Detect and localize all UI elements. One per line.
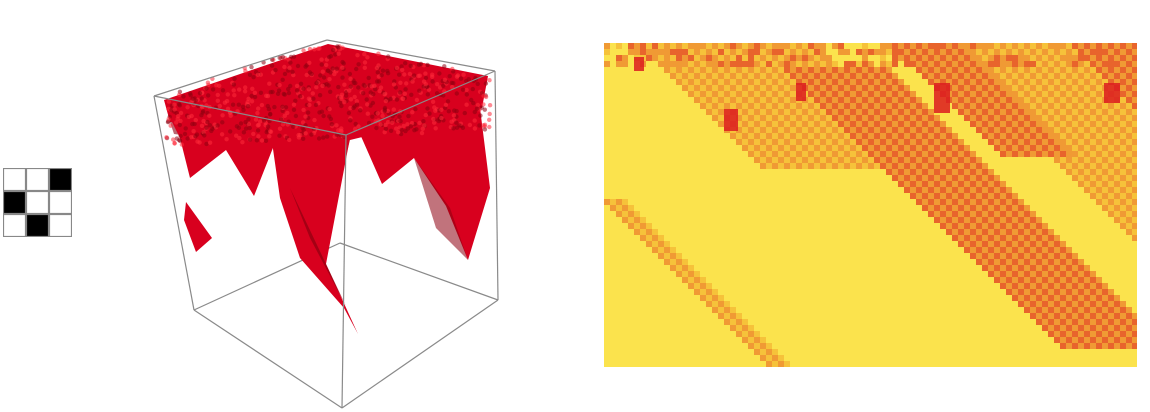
rule-pattern-grid xyxy=(3,168,72,237)
3d-voxel-cube-plot xyxy=(153,39,499,409)
density-hotspots xyxy=(634,57,1120,131)
rule-cell xyxy=(25,213,50,237)
density-cells xyxy=(604,43,1137,367)
rule-cell xyxy=(3,213,27,237)
rule-cell xyxy=(48,213,72,237)
rule-cell xyxy=(48,168,72,192)
rule-cell xyxy=(25,190,50,215)
rule-cell xyxy=(3,168,27,192)
rule-cell xyxy=(25,168,50,192)
rule-cell xyxy=(3,190,27,215)
cube-frame-front xyxy=(153,39,499,409)
voxel-mass xyxy=(164,44,493,334)
cellular-automaton-density-plot xyxy=(604,43,1137,367)
rule-cell xyxy=(48,190,72,215)
